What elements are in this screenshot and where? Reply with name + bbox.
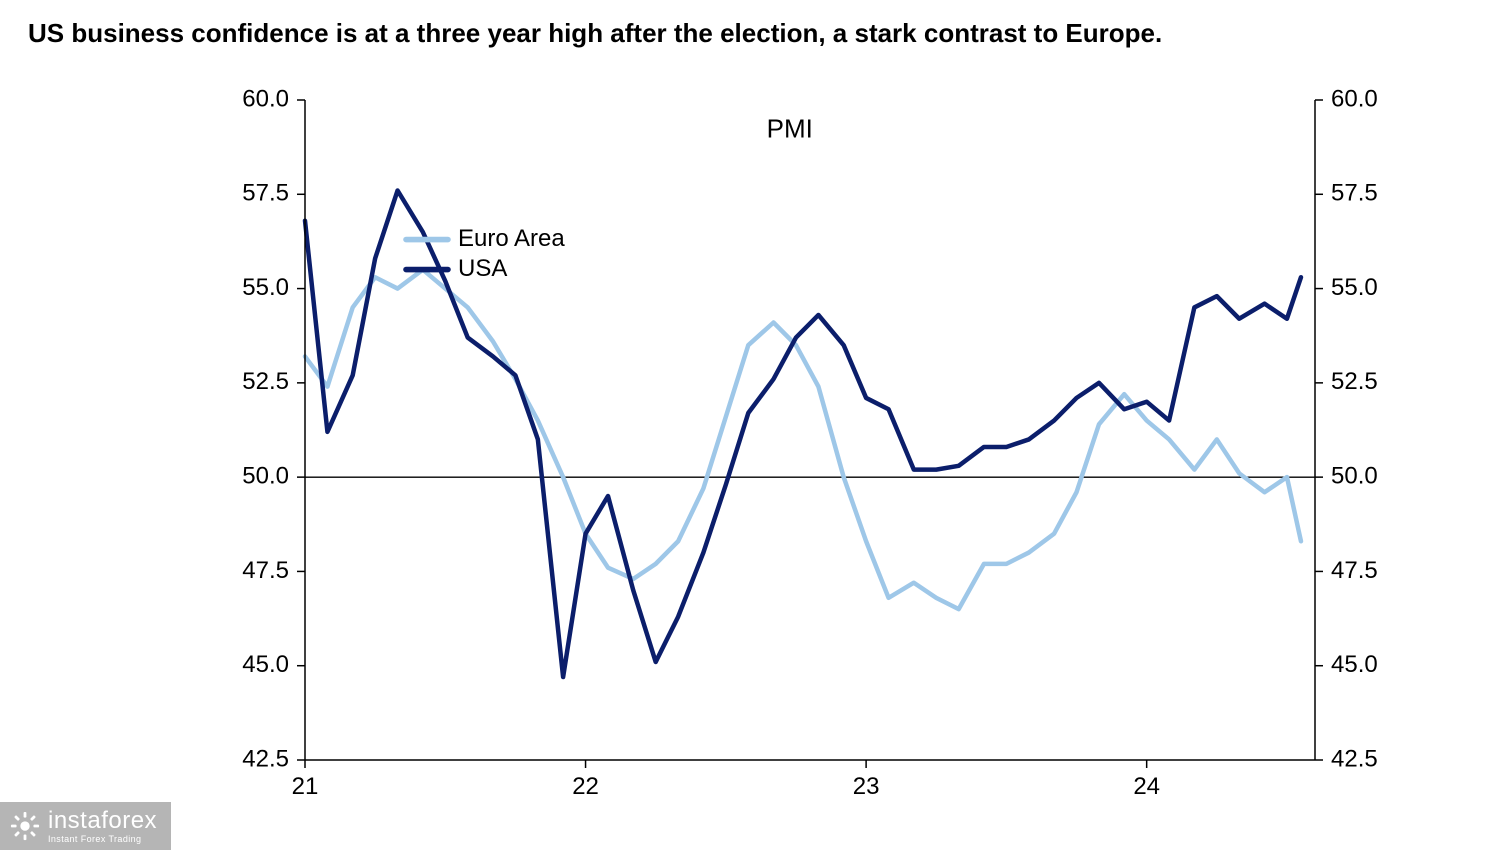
- y-tick-label: 60.0: [242, 85, 289, 112]
- y-tick-label: 47.5: [242, 557, 289, 584]
- pmi-line-chart: 42.5 42.5 45.0 45.0 47.5 47.5 50.0 50.0 52.5 52.5…: [205, 70, 1415, 830]
- y-tick-label-right: 45.0: [1331, 651, 1378, 678]
- x-tick-label: 21: [292, 773, 319, 800]
- y-tick-label-right: 50.0: [1331, 462, 1378, 489]
- watermark-text: instaforex Instant Forex Trading: [48, 809, 157, 844]
- y-tick-label: 57.5: [242, 180, 289, 207]
- y-tick-label-right: 55.0: [1331, 274, 1378, 301]
- y-tick-label: 42.5: [242, 745, 289, 772]
- legend-label: Euro Area: [458, 225, 565, 252]
- y-tick-label-right: 60.0: [1331, 85, 1378, 112]
- y-tick-label-right: 57.5: [1331, 180, 1378, 207]
- page-root: US business confidence is at a three yea…: [0, 0, 1500, 850]
- watermark-sub: Instant Forex Trading: [48, 835, 157, 844]
- page-title: US business confidence is at a three yea…: [28, 18, 1162, 49]
- y-tick-label-right: 47.5: [1331, 557, 1378, 584]
- watermark-badge: instaforex Instant Forex Trading: [0, 802, 171, 850]
- legend-label: USA: [458, 255, 507, 282]
- watermark-main: instaforex: [48, 809, 157, 833]
- chart-inner-label: PMI: [767, 114, 813, 144]
- y-tick-label-right: 52.5: [1331, 368, 1378, 395]
- x-tick-label: 24: [1133, 773, 1160, 800]
- y-tick-label: 52.5: [242, 368, 289, 395]
- y-tick-label-right: 42.5: [1331, 745, 1378, 772]
- x-tick-label: 22: [572, 773, 599, 800]
- y-tick-label: 45.0: [242, 651, 289, 678]
- y-tick-label: 55.0: [242, 274, 289, 301]
- x-tick-label: 23: [853, 773, 880, 800]
- gear-icon: [10, 811, 40, 841]
- y-tick-label: 50.0: [242, 462, 289, 489]
